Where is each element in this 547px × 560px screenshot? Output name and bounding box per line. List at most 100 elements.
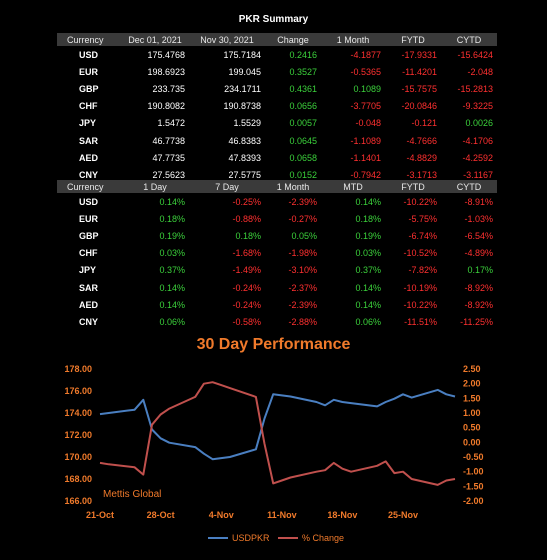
currency-code: EUR — [79, 213, 99, 224]
table-cell: 0.0152 — [289, 169, 317, 180]
table-row: EUR 198.6923 199.045 0.3527 -0.5365 -11.4201 -… — [57, 63, 497, 80]
table-row: JPY 0.37% -1.49% -3.10% 0.37% -7.82% 0.17% — [57, 262, 497, 279]
table1-col-header: Currency — [57, 33, 121, 46]
table-cell: -4.89% — [464, 248, 493, 259]
table-cell: -2.88% — [288, 316, 317, 327]
table-cell: 27.5775 — [228, 169, 261, 180]
table-cell: 0.06% — [355, 316, 381, 327]
table-cell: -0.7942 — [350, 169, 381, 180]
legend-label: USDPKR — [232, 533, 270, 543]
table-cell: -3.10% — [288, 265, 317, 276]
y-right-tick-label: -2.00 — [463, 496, 484, 506]
currency-code: USD — [79, 196, 99, 207]
y-right-tick-label: 2.00 — [463, 379, 481, 389]
table-cell: 0.2416 — [289, 49, 317, 60]
table2-col-header: 1 Month — [265, 180, 321, 193]
table-cell: 234.1711 — [224, 83, 261, 94]
table-cell: 0.19% — [159, 230, 185, 241]
table-cell: -2.048 — [467, 66, 493, 77]
table-cell: 0.37% — [355, 265, 381, 276]
y-right-tick-label: 0.50 — [463, 423, 481, 433]
currency-code: EUR — [79, 66, 99, 77]
table-cell: 0.0658 — [289, 152, 317, 163]
series-line-usdpkr — [99, 388, 456, 461]
table-cell: 0.18% — [355, 213, 381, 224]
table-cell: 0.4361 — [289, 83, 317, 94]
table-cell: -9.3225 — [462, 101, 493, 112]
table-cell: -3.7705 — [350, 101, 381, 112]
table-cell: 1.5529 — [233, 118, 261, 129]
currency-code: AED — [79, 152, 99, 163]
table-cell: 27.5623 — [152, 169, 185, 180]
table-cell: 0.1089 — [353, 83, 381, 94]
table-row: CNY 0.06% -0.58% -2.88% 0.06% -11.51% -11.25% — [57, 313, 497, 330]
currency-code: CNY — [79, 169, 99, 180]
table-cell: -1.1401 — [350, 152, 381, 163]
table1-col-header: CYTD — [441, 33, 497, 46]
table-cell: -0.24% — [232, 299, 261, 310]
table-cell: -0.25% — [232, 196, 261, 207]
table2-col-header: 1 Day — [121, 180, 189, 193]
table-cell: 0.06% — [159, 316, 185, 327]
chart-watermark: Mettis Global — [103, 489, 161, 500]
table1-header-row: Currency Dec 01, 2021 Nov 30, 2021 Change 1 … — [57, 33, 497, 46]
currency-code: CNY — [79, 316, 99, 327]
table-cell: 0.03% — [159, 248, 185, 259]
table2-col-header: CYTD — [441, 180, 497, 193]
currency-code: CHF — [79, 101, 98, 112]
table-cell: 0.17% — [467, 265, 493, 276]
table-cell: -8.92% — [464, 282, 493, 293]
table-cell: -0.58% — [232, 316, 261, 327]
table-cell: 233.735 — [152, 83, 185, 94]
table2-col-header: 7 Day — [189, 180, 265, 193]
table-cell: -2.39% — [288, 196, 317, 207]
legend-label: % Change — [302, 533, 344, 543]
table-cell: -7.82% — [408, 265, 437, 276]
y-left-tick-label: 172.00 — [64, 430, 92, 440]
y-right-tick-label: 1.00 — [463, 408, 481, 418]
table-cell: -4.7666 — [406, 135, 437, 146]
table-cell: 0.0656 — [289, 101, 317, 112]
table-row: AED 47.7735 47.8393 0.0658 -1.1401 -4.8829 -4.… — [57, 149, 497, 166]
table-cell: 0.37% — [159, 265, 185, 276]
table-cell: 0.14% — [159, 282, 185, 293]
table-cell: -0.048 — [355, 118, 381, 129]
table-cell: 0.3527 — [289, 66, 317, 77]
table-cell: 46.8383 — [228, 135, 261, 146]
table-cell: -0.121 — [411, 118, 437, 129]
y-left-tick-label: 176.00 — [64, 386, 92, 396]
currency-code: SAR — [79, 135, 99, 146]
currency-code: USD — [79, 49, 99, 60]
table2-col-header: MTD — [321, 180, 385, 193]
table-row: USD 175.4768 175.7184 0.2416 -4.1877 -17.9331… — [57, 46, 497, 63]
y-left-tick-label: 166.00 — [64, 496, 92, 506]
table-cell: 47.8393 — [228, 152, 261, 163]
performance-table: Currency 1 Day 7 Day 1 Month MTD FYTD CYTD USD 0… — [57, 180, 497, 331]
table-cell: -15.2813 — [457, 83, 493, 94]
x-tick-label: 4-Nov — [209, 510, 234, 520]
table-row: GBP 0.19% 0.18% 0.05% 0.19% -6.74% -6.54% — [57, 227, 497, 244]
currency-code: CHF — [79, 248, 98, 259]
table-cell: 1.5472 — [157, 118, 185, 129]
table-cell: -0.27% — [288, 213, 317, 224]
y-right-tick-label: 0.00 — [463, 437, 481, 447]
table-cell: -17.9331 — [401, 49, 437, 60]
table-cell: 0.0645 — [289, 135, 317, 146]
table-cell: -2.39% — [288, 299, 317, 310]
y-right-tick-label: 1.50 — [463, 393, 481, 403]
table-cell: -4.2592 — [462, 152, 493, 163]
table-cell: 0.14% — [355, 282, 381, 293]
x-tick-label: 25-Nov — [388, 510, 418, 520]
y-left-tick-label: 174.00 — [64, 408, 92, 418]
y-right-tick-label: -1.50 — [463, 481, 484, 491]
table-cell: -8.91% — [464, 196, 493, 207]
y-right-tick-label: 2.50 — [463, 364, 481, 374]
table-cell: -1.03% — [464, 213, 493, 224]
table-cell: 0.14% — [355, 196, 381, 207]
summary-title: PKR Summary — [238, 14, 309, 25]
table-cell: 0.19% — [355, 230, 381, 241]
table-cell: -3.1713 — [406, 169, 437, 180]
table-cell: 0.14% — [355, 299, 381, 310]
table-cell: 0.0026 — [465, 118, 493, 129]
table-cell: 0.14% — [159, 299, 185, 310]
